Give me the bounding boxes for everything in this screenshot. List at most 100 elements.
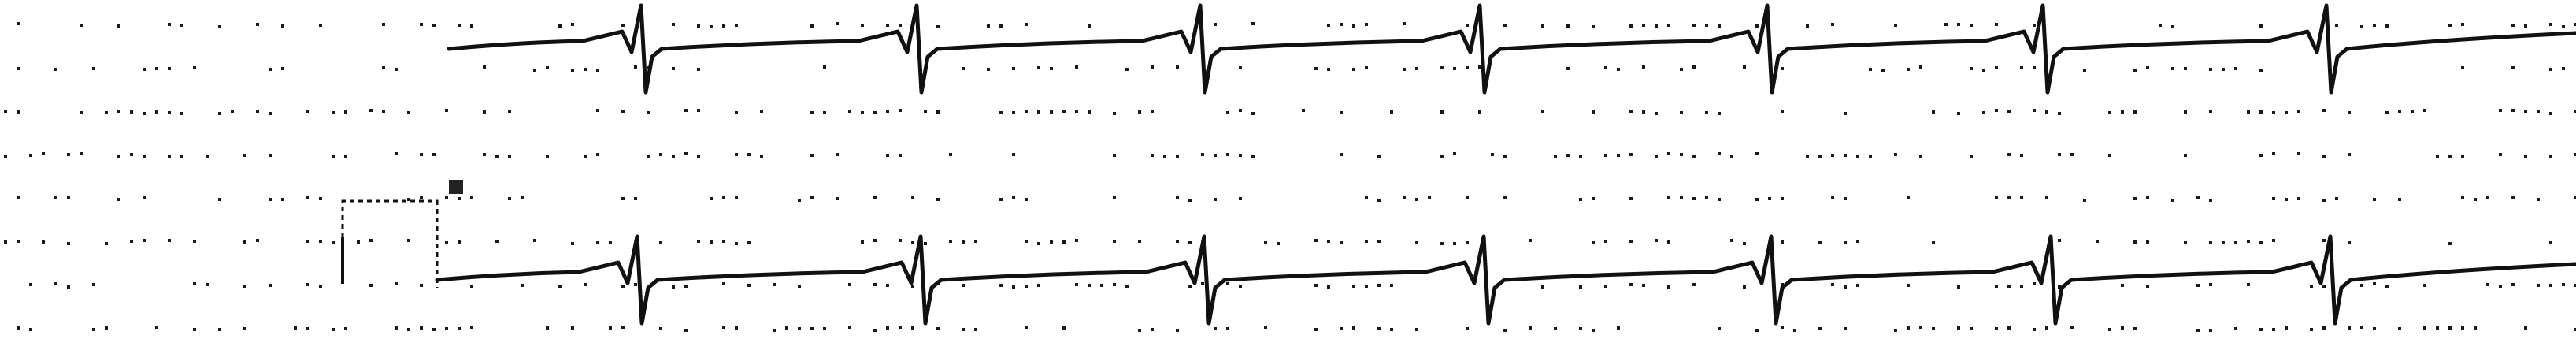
- grid-dot: [2007, 196, 2011, 199]
- grid-dot: [1932, 110, 1935, 114]
- grid-dot: [2171, 67, 2174, 70]
- grid-dot: [2159, 24, 2162, 27]
- grid-dot: [2007, 110, 2011, 113]
- grid-dot: [2461, 326, 2464, 330]
- grid-dot: [382, 66, 385, 69]
- grid-dot: [1907, 68, 1910, 71]
- grid-dot: [1440, 66, 1444, 69]
- grid-dot: [2448, 242, 2452, 245]
- grid-dot: [1705, 111, 1708, 114]
- grid-dot: [2474, 198, 2477, 201]
- grid-dot: [2234, 241, 2237, 244]
- grid-dot: [571, 69, 574, 72]
- grid-dot: [1163, 155, 1166, 158]
- grid-dot: [458, 197, 461, 200]
- grid-dot: [2196, 329, 2200, 332]
- grid-dot: [2322, 155, 2326, 158]
- grid-dot: [1541, 285, 1544, 289]
- grid-dot: [2537, 284, 2540, 287]
- grid-dot: [1995, 23, 1998, 26]
- grid-dot: [369, 239, 373, 242]
- grid-dot: [1314, 239, 1318, 242]
- grid-dot: [1025, 23, 1028, 26]
- grid-dot: [634, 65, 637, 69]
- grid-dot: [206, 283, 209, 286]
- grid-dot: [710, 240, 713, 244]
- grid-dot: [1566, 67, 1570, 70]
- grid-dot: [2146, 66, 2149, 69]
- grid-dot: [1340, 327, 1343, 330]
- grid-dot: [2133, 197, 2137, 200]
- grid-dot: [2259, 328, 2263, 331]
- grid-dot: [1781, 197, 1784, 200]
- grid-dot: [836, 153, 839, 156]
- grid-dot: [2070, 153, 2074, 156]
- grid-dot: [1390, 284, 1393, 287]
- grid-dot: [873, 239, 877, 242]
- grid-dot: [2171, 199, 2174, 202]
- grid-dot: [1113, 154, 1116, 157]
- grid-dot: [1264, 241, 1267, 244]
- grid-dot: [319, 240, 322, 243]
- grid-dot: [1352, 68, 1355, 71]
- grid-dot: [861, 240, 864, 244]
- grid-dot: [684, 152, 688, 155]
- grid-dot: [92, 328, 95, 331]
- grid-dot: [445, 196, 448, 199]
- grid-dot: [2524, 110, 2527, 113]
- grid-dot: [1755, 329, 1759, 332]
- grid-dot: [2511, 24, 2515, 27]
- grid-dot: [117, 155, 120, 158]
- grid-dot: [1667, 24, 1670, 27]
- grid-dot: [1831, 154, 1834, 157]
- grid-dot: [722, 24, 725, 28]
- grid-dot: [1705, 196, 1708, 199]
- channel-marker: [449, 180, 463, 194]
- grid-dot: [886, 154, 889, 157]
- grid-dot: [1327, 68, 1330, 71]
- ecg-trace-1: [447, 3, 2576, 95]
- grid-dot: [2574, 328, 2576, 331]
- grid-dot: [458, 240, 461, 244]
- grid-dot: [2285, 326, 2288, 330]
- grid-dot: [1894, 329, 1897, 332]
- grid-dot: [17, 326, 20, 330]
- grid-dot: [911, 196, 914, 199]
- grid-dot: [949, 153, 952, 156]
- grid-dot: [647, 111, 650, 114]
- grid-dot: [344, 155, 347, 158]
- grid-dot: [2171, 25, 2174, 28]
- grid-dot: [672, 155, 675, 158]
- grid-dot: [521, 196, 524, 199]
- grid-dot: [1629, 153, 1633, 156]
- grid-dot: [269, 112, 272, 115]
- grid-dot: [1919, 155, 1922, 158]
- grid-dot: [1680, 111, 1683, 114]
- grid-dot: [67, 153, 70, 156]
- grid-dot: [2348, 326, 2351, 330]
- grid-dot: [2259, 154, 2263, 157]
- grid-dot: [962, 67, 965, 70]
- grid-dot: [2524, 155, 2527, 158]
- grid-dot: [1314, 284, 1318, 287]
- grid-dot: [1692, 197, 1696, 200]
- grid-dot: [2297, 110, 2300, 113]
- grid-dot: [1226, 282, 1229, 285]
- grid-dot: [168, 23, 171, 26]
- grid-dot: [1755, 152, 1759, 155]
- grid-dot: [798, 285, 801, 288]
- grid-dot: [1352, 285, 1355, 288]
- grid-dot: [1012, 285, 1015, 289]
- grid-dot: [2058, 285, 2061, 289]
- grid-dot: [1655, 24, 1658, 28]
- grid-dot: [2511, 196, 2515, 199]
- grid-dot: [2461, 196, 2464, 199]
- dotted-grid: [4, 22, 2576, 332]
- grid-dot: [974, 328, 977, 331]
- grid-dot: [1466, 241, 1469, 244]
- grid-dot: [1692, 283, 1696, 286]
- grid-dot: [1466, 24, 1469, 27]
- grid-dot: [949, 240, 952, 243]
- grid-dot: [1138, 110, 1141, 114]
- grid-dot: [508, 155, 511, 158]
